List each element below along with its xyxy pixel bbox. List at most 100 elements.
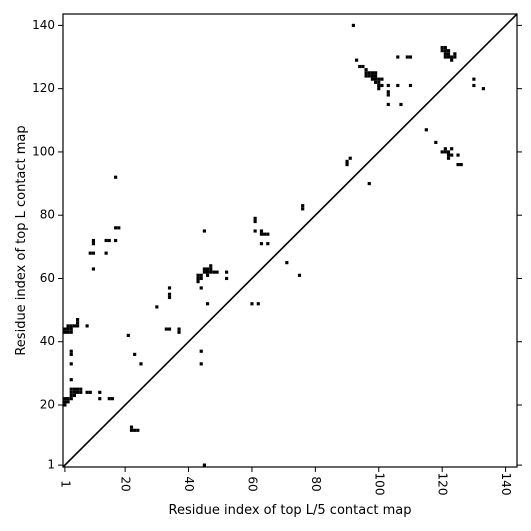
contact-point <box>450 153 454 157</box>
contact-point <box>133 428 137 432</box>
contact-point <box>98 397 102 401</box>
contact-point <box>481 87 485 91</box>
contact-point <box>66 397 70 401</box>
x-tick-label: 100 <box>372 473 386 496</box>
contact-point <box>215 270 219 274</box>
contact-point <box>367 71 371 75</box>
contact-point <box>107 238 111 243</box>
contact-point <box>386 83 390 88</box>
contact-point <box>374 77 378 81</box>
contact-point <box>443 49 447 53</box>
contact-point <box>209 270 213 274</box>
contact-point <box>446 49 451 53</box>
contact-point <box>110 397 115 401</box>
contact-point <box>155 305 159 309</box>
contact-point <box>405 55 409 59</box>
contact-point <box>63 397 67 401</box>
x-tick-label: 40 <box>182 476 196 491</box>
contact-point <box>374 80 378 84</box>
contact-point <box>85 324 89 328</box>
y-tick-label: 80 <box>40 208 55 222</box>
y-axis-label: Residue index of top L contact map <box>14 125 29 355</box>
contact-point <box>456 153 460 157</box>
contact-point <box>374 71 378 75</box>
contact-point <box>63 400 67 404</box>
contact-point <box>85 390 89 394</box>
contact-point <box>69 397 73 401</box>
contact-point <box>370 74 375 78</box>
contact-point <box>139 362 143 366</box>
contact-point <box>250 302 254 306</box>
contact-point <box>205 273 210 277</box>
contact-point <box>443 147 447 151</box>
contact-point <box>199 362 203 366</box>
y-tick-label: 100 <box>32 144 55 158</box>
contact-point <box>199 273 203 277</box>
contact-point <box>377 87 381 91</box>
diagonal-line <box>62 13 518 468</box>
contact-point <box>129 425 134 429</box>
contact-point <box>443 55 447 59</box>
contact-point <box>167 292 172 296</box>
contact-point <box>259 242 264 246</box>
contact-point <box>202 463 206 467</box>
contact-point <box>66 400 70 404</box>
contact-point <box>263 232 267 236</box>
contact-point <box>202 267 206 271</box>
contact-point <box>196 276 200 281</box>
contact-point <box>370 77 375 81</box>
contact-point <box>408 83 413 88</box>
contact-point <box>114 175 118 179</box>
contact-point <box>386 93 390 97</box>
contact-point <box>177 330 181 334</box>
contact-point <box>66 327 70 331</box>
contact-point <box>396 55 400 59</box>
contact-point <box>446 150 451 154</box>
contact-point <box>253 219 257 224</box>
contact-point <box>72 324 76 328</box>
contact-point <box>69 390 73 394</box>
contact-point <box>259 229 264 233</box>
contact-point <box>114 226 118 230</box>
contact-point <box>199 349 203 353</box>
y-tick-label: 60 <box>40 271 55 285</box>
contact-point <box>456 163 460 167</box>
contact-point <box>259 232 264 236</box>
y-tick-label: 140 <box>32 18 55 32</box>
contact-point <box>253 216 257 220</box>
contact-point <box>69 349 73 353</box>
contact-point <box>443 52 447 56</box>
contact-point <box>202 229 206 233</box>
contact-point <box>209 264 213 268</box>
contact-point <box>196 273 200 277</box>
contact-point <box>209 267 213 271</box>
contact-point <box>446 153 451 157</box>
contact-point <box>69 327 73 331</box>
contact-point <box>453 55 457 59</box>
x-axis-label: Residue index of top L/5 contact map <box>169 503 412 518</box>
contact-point <box>76 321 80 325</box>
contact-point <box>377 83 381 88</box>
contact-point <box>440 45 444 50</box>
contact-point <box>129 428 134 432</box>
contact-point <box>377 80 381 84</box>
contact-point <box>472 77 476 81</box>
contact-point <box>386 90 390 94</box>
contact-point <box>72 390 76 394</box>
contact-point <box>126 333 130 337</box>
contact-point <box>88 251 92 255</box>
contact-point <box>380 77 384 81</box>
contact-point <box>396 83 400 88</box>
contact-point <box>440 150 444 154</box>
contact-point <box>367 181 371 186</box>
contact-point <box>212 270 216 274</box>
contact-point <box>386 102 390 107</box>
contact-point <box>63 327 67 331</box>
contact-point <box>167 286 172 290</box>
contact-point <box>205 270 210 274</box>
x-axis-ticks: 1 20 40 60 80 100 120 140 <box>58 467 513 495</box>
contact-point <box>66 324 70 328</box>
contact-point <box>361 64 365 69</box>
contact-point <box>117 226 121 230</box>
